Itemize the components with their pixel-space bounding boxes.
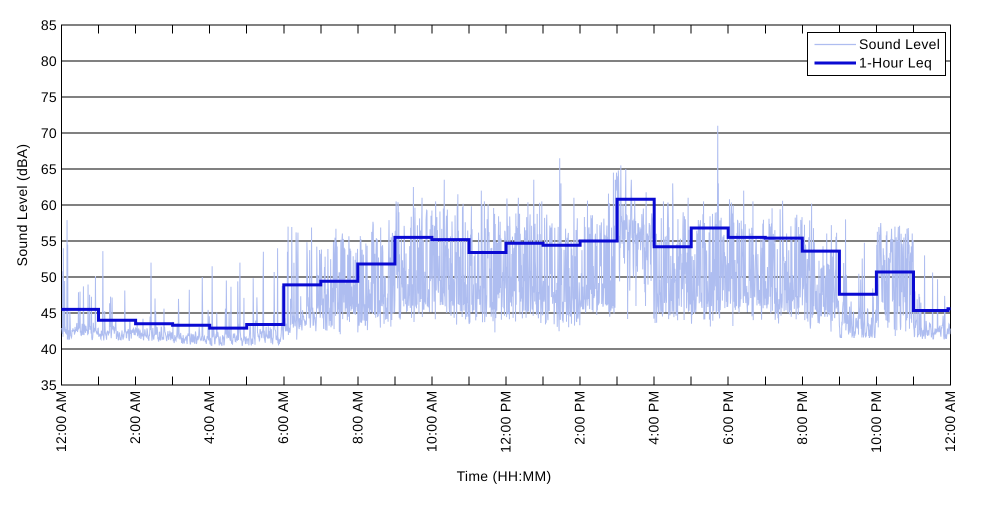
svg-text:55: 55 (41, 233, 57, 249)
svg-text:Sound Level: Sound Level (859, 36, 940, 52)
svg-text:60: 60 (41, 197, 57, 213)
svg-text:12:00 AM: 12:00 AM (53, 391, 69, 453)
svg-text:Time (HH:MM): Time (HH:MM) (457, 468, 552, 484)
svg-text:80: 80 (41, 53, 57, 69)
svg-text:2:00 PM: 2:00 PM (572, 391, 588, 445)
svg-text:70: 70 (41, 125, 57, 141)
svg-text:45: 45 (41, 305, 57, 321)
svg-text:40: 40 (41, 341, 57, 357)
svg-text:75: 75 (41, 89, 57, 105)
svg-text:12:00 PM: 12:00 PM (498, 391, 514, 453)
svg-text:2:00 AM: 2:00 AM (127, 391, 143, 444)
svg-text:Sound Level (dBA): Sound Level (dBA) (14, 144, 30, 267)
svg-text:35: 35 (41, 377, 57, 393)
svg-text:10:00 AM: 10:00 AM (423, 391, 439, 453)
svg-text:50: 50 (41, 269, 57, 285)
svg-text:4:00 PM: 4:00 PM (646, 391, 662, 445)
svg-text:8:00 AM: 8:00 AM (349, 391, 365, 444)
svg-text:1-Hour Leq: 1-Hour Leq (859, 55, 932, 71)
svg-text:85: 85 (41, 17, 57, 33)
svg-text:8:00 PM: 8:00 PM (794, 391, 810, 445)
svg-text:12:00 AM: 12:00 AM (942, 391, 958, 453)
svg-text:6:00 AM: 6:00 AM (275, 391, 291, 444)
svg-text:65: 65 (41, 161, 57, 177)
svg-text:6:00 PM: 6:00 PM (720, 391, 736, 445)
svg-text:4:00 AM: 4:00 AM (201, 391, 217, 444)
svg-text:10:00 PM: 10:00 PM (868, 391, 884, 453)
